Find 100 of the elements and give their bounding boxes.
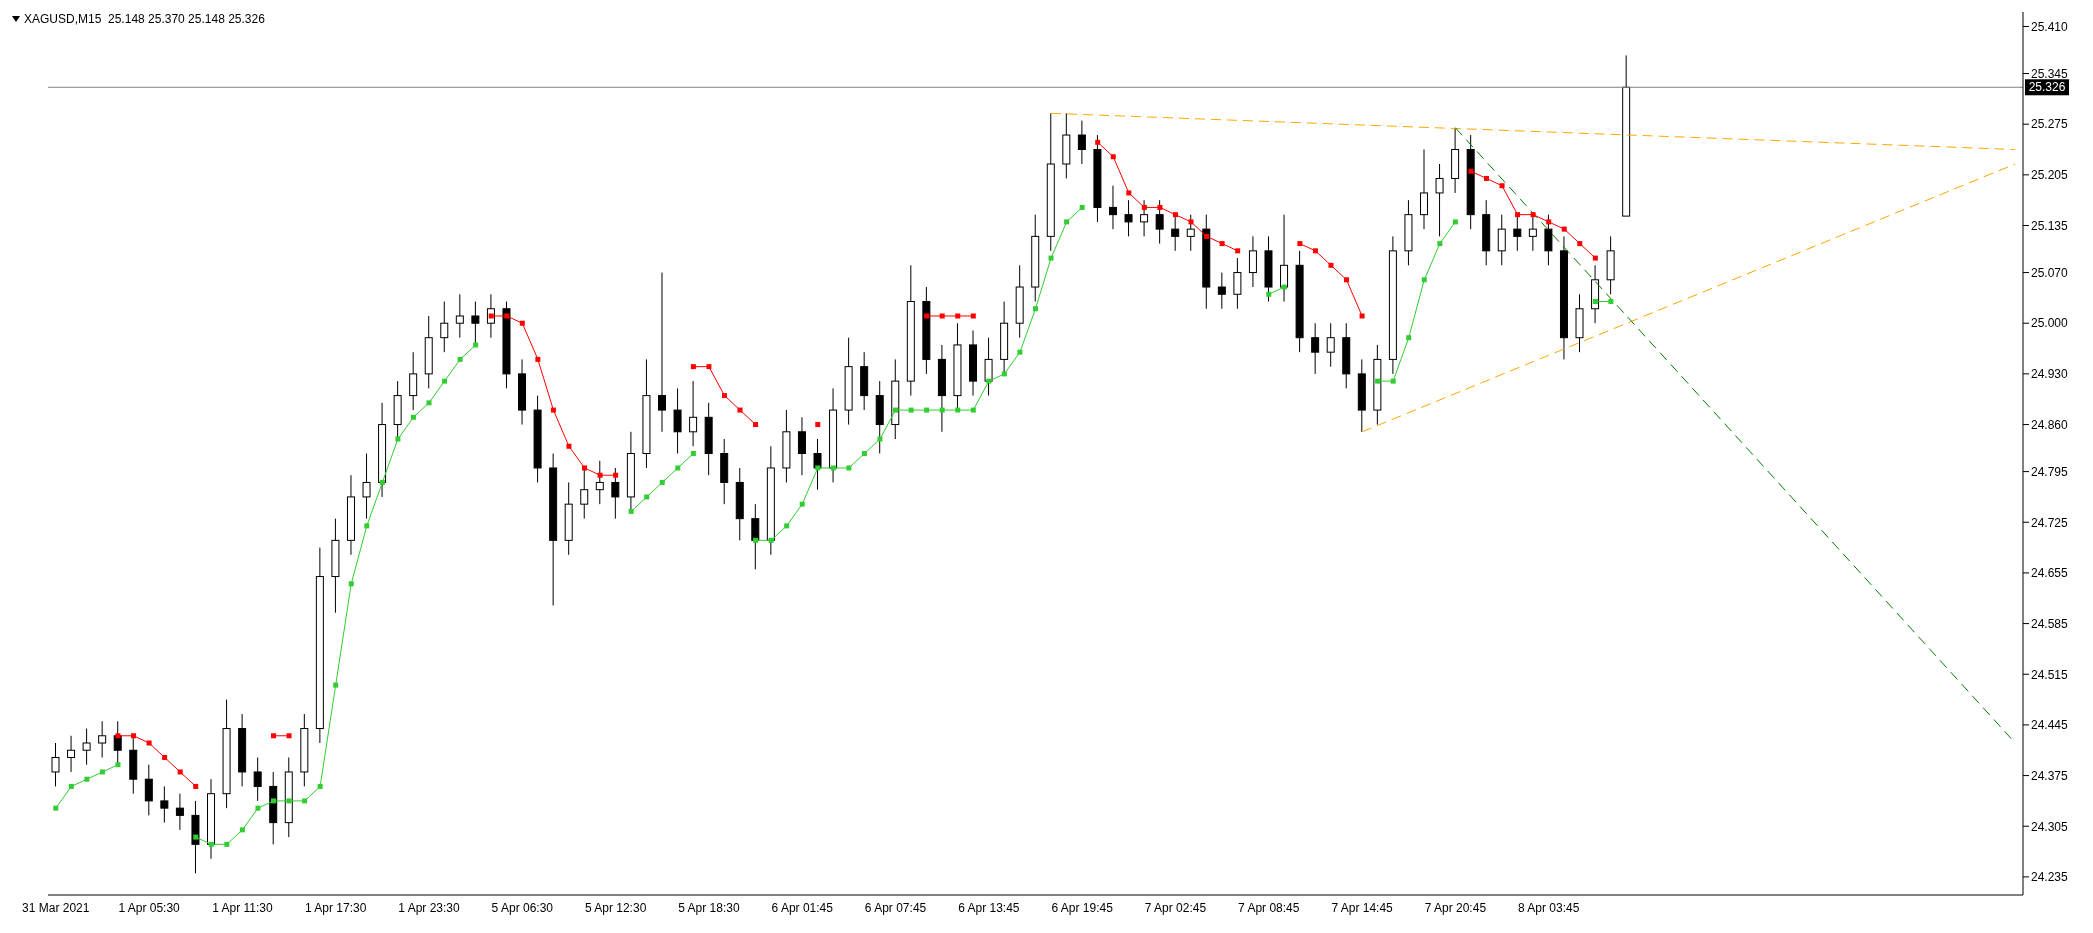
point — [1546, 219, 1552, 225]
x-tick-label: 6 Apr 01:45 — [771, 900, 834, 915]
y-tick-label: 24.235 — [2031, 870, 2069, 885]
point — [1172, 212, 1178, 218]
x-tick-label: 1 Apr 17:30 — [305, 900, 367, 915]
point — [1577, 241, 1583, 247]
candlestick — [1311, 322, 1320, 375]
point — [1468, 168, 1474, 174]
point — [535, 356, 541, 362]
candlestick — [1513, 214, 1522, 252]
y-tick-label: 25.345 — [2031, 66, 2069, 81]
candlestick — [1544, 214, 1553, 266]
point — [1483, 175, 1489, 181]
x-tick-label: 31 Mar 2021 — [22, 900, 90, 915]
point — [597, 472, 603, 478]
x-tick-label: 6 Apr 19:45 — [1051, 900, 1114, 915]
point — [550, 407, 556, 413]
point — [146, 740, 152, 746]
candlestick — [471, 301, 480, 346]
x-tick-label: 1 Apr 11:30 — [212, 900, 273, 915]
point — [1515, 212, 1521, 218]
candlestick — [1420, 149, 1428, 230]
point — [939, 313, 945, 319]
point — [706, 364, 712, 370]
x-tick-label: 6 Apr 13:45 — [958, 900, 1020, 915]
candlestick — [440, 301, 449, 353]
x-tick-label: 7 Apr 20:45 — [1424, 900, 1487, 915]
candlestick — [160, 785, 169, 824]
point — [924, 313, 930, 319]
candlestick — [1248, 235, 1257, 288]
x-tick-label: 8 Apr 03:45 — [1517, 900, 1580, 915]
point — [270, 733, 276, 739]
point — [1219, 241, 1225, 247]
x-tick-label: 7 Apr 08:45 — [1238, 900, 1300, 915]
y-tick-label: 25.070 — [2031, 265, 2069, 280]
point — [582, 465, 588, 471]
y-tick-label: 25.275 — [2031, 117, 2069, 132]
point — [721, 393, 727, 399]
point — [690, 364, 696, 370]
point — [1530, 212, 1536, 218]
candlestick — [1171, 214, 1180, 252]
y-tick-label: 24.795 — [2031, 464, 2069, 479]
candlestick — [1186, 214, 1195, 252]
candlestick — [689, 380, 698, 447]
candlestick — [1233, 257, 1242, 310]
point — [613, 472, 619, 478]
x-tick-label: 5 Apr 06:30 — [491, 900, 554, 915]
x-tick-label: 6 Apr 07:45 — [864, 900, 927, 915]
point — [1499, 183, 1505, 189]
candlestick — [595, 460, 604, 505]
ref-line-label: 25.326 — [2028, 80, 2066, 95]
candlestick — [1108, 185, 1117, 230]
point — [177, 769, 183, 775]
point — [566, 443, 572, 449]
point — [1592, 255, 1598, 261]
candlestick — [1280, 214, 1289, 303]
y-tick-label: 24.305 — [2031, 819, 2069, 834]
y-tick-label: 25.410 — [2031, 19, 2069, 34]
x-tick-label: 5 Apr 12:30 — [584, 900, 647, 915]
candlestick — [1155, 199, 1164, 245]
y-tick-label: 24.725 — [2031, 515, 2069, 530]
candlestick — [409, 351, 418, 411]
point — [1312, 248, 1318, 254]
candlestick — [98, 720, 107, 758]
y-tick-label: 24.375 — [2031, 768, 2069, 783]
candlestick — [144, 764, 153, 816]
point — [955, 313, 961, 319]
candlestick — [797, 416, 806, 476]
candlestick — [611, 467, 620, 520]
point — [519, 320, 525, 326]
candlestick — [1124, 199, 1133, 237]
candlestick — [455, 293, 464, 339]
x-tick-label: 7 Apr 14:45 — [1331, 900, 1394, 915]
point — [162, 754, 168, 760]
candlestick — [1528, 214, 1537, 252]
y-tick-label: 24.930 — [2031, 367, 2069, 382]
candlestick — [175, 793, 184, 831]
candlestick — [67, 735, 76, 773]
y-tick-label: 24.585 — [2031, 616, 2069, 631]
point — [286, 733, 292, 739]
candlestick — [658, 272, 666, 433]
point — [1141, 204, 1147, 210]
candlestick — [82, 728, 91, 766]
point — [1344, 277, 1350, 283]
candlestick — [1217, 272, 1226, 310]
candlestick — [673, 387, 682, 454]
x-tick-label: 7 Apr 02:45 — [1144, 900, 1207, 915]
candlestick — [253, 756, 262, 802]
point — [1126, 190, 1132, 196]
point — [1297, 241, 1303, 247]
candlestick — [984, 337, 993, 397]
point — [1359, 313, 1365, 319]
candlestick — [362, 453, 371, 520]
point — [737, 407, 743, 413]
point — [115, 733, 121, 739]
point — [815, 422, 821, 428]
y-tick-label: 25.205 — [2031, 168, 2069, 183]
point — [1110, 154, 1116, 160]
point — [1095, 139, 1101, 145]
point — [1328, 262, 1334, 268]
